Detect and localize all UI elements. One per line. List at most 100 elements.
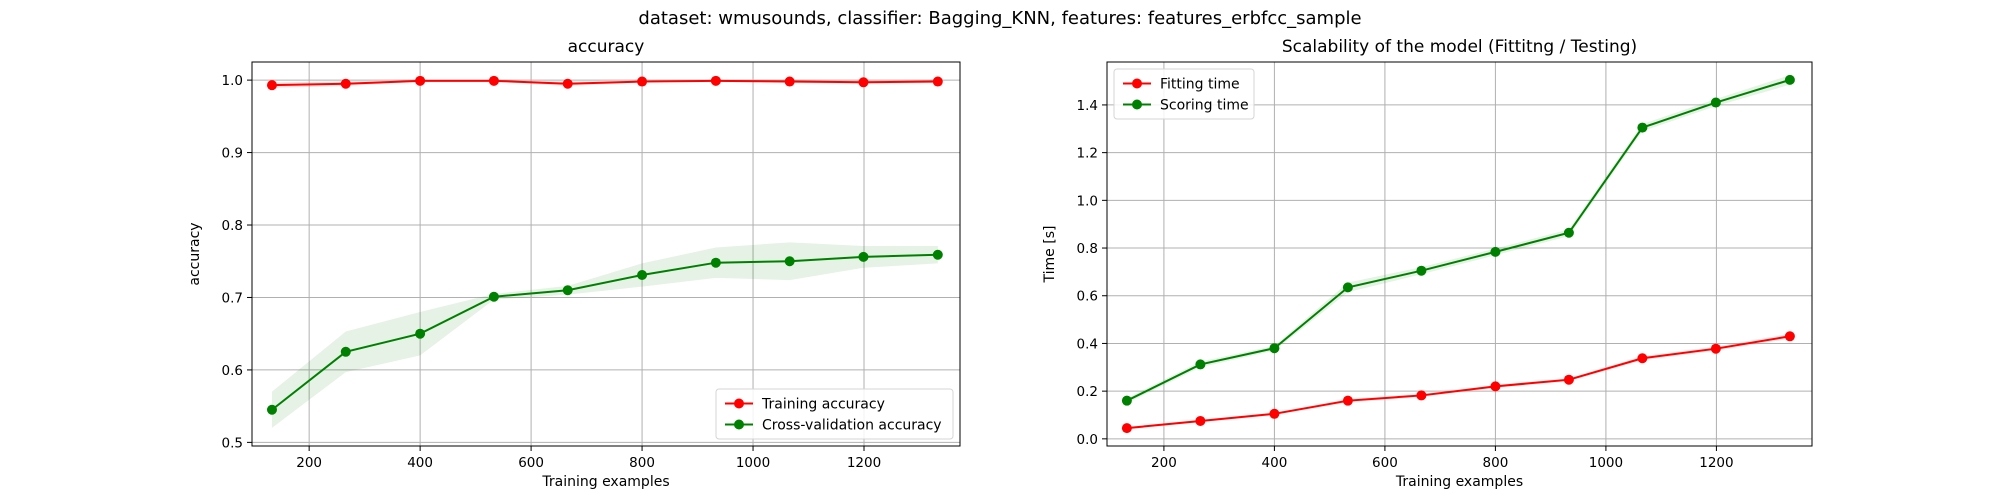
legend-entry-label: Training accuracy: [761, 397, 885, 413]
series-2-point: [266, 404, 277, 415]
scalability-series-1: [1121, 331, 1795, 434]
series-2-point: [637, 270, 648, 281]
series-1-point: [932, 76, 943, 87]
series-2-point: [340, 346, 351, 357]
x-axis-label: Training examples: [541, 474, 669, 490]
legend-box: [1113, 68, 1255, 120]
legend-box: [715, 388, 954, 440]
series-2-std-band: [271, 242, 938, 428]
y-tick-label: 1.0: [222, 73, 243, 89]
series-1-point: [1342, 395, 1353, 406]
accuracy-plot-frame: [251, 61, 961, 447]
y-tick-label: 0.9: [222, 146, 243, 162]
series-2-point: [932, 249, 943, 260]
accuracy-series-1: [266, 75, 943, 91]
x-tick-label: 600: [1372, 455, 1398, 471]
accuracy-legend: Training accuracy Cross-validation accura…: [715, 388, 954, 440]
x-tick-label: 1000: [736, 455, 770, 471]
series-2-point: [1710, 97, 1721, 108]
series-2-point: [784, 256, 795, 267]
series-1-point: [1416, 390, 1427, 401]
y-tick-label: 0.8: [1077, 241, 1098, 257]
series-1-point: [1195, 415, 1206, 426]
series-1-point: [415, 75, 426, 86]
y-tick-label: 0.7: [222, 290, 243, 306]
series-1-point: [637, 76, 648, 87]
series-2-line: [1126, 78, 1791, 402]
series-2-point: [1195, 359, 1206, 370]
series-1-point: [858, 77, 869, 88]
x-tick-label: 1200: [1699, 455, 1733, 471]
y-tick-label: 0.6: [1077, 289, 1098, 305]
scalability-series-2: [1121, 74, 1795, 406]
scalability-plot-frame: [1106, 61, 1813, 447]
y-axis-label: Time [s]: [1042, 226, 1058, 284]
x-tick-label: 1000: [1589, 455, 1623, 471]
series-2-point: [1563, 227, 1574, 238]
x-axis-label: Training examples: [1395, 474, 1523, 490]
scalability-grid: [1107, 62, 1812, 446]
x-tick-label: 800: [629, 455, 655, 471]
series-1-std-band: [1126, 333, 1790, 430]
accuracy-learning-curve-chart: 200 400 600 800 1000 1200 0.5 0.6 0.7 0.8 0.9 1.0 ac…: [187, 37, 961, 490]
series-1-point: [1490, 381, 1501, 392]
series-1-point: [1710, 343, 1721, 354]
scalability-chart-title: Scalability of the model (Fittitng / Tes…: [1282, 37, 1637, 57]
series-1-point: [1637, 353, 1648, 364]
y-tick-label: 0.8: [222, 218, 243, 234]
y-tick-label: 0.4: [1077, 336, 1098, 352]
legend-entry-label: Scoring time: [1160, 98, 1249, 114]
series-2-point: [1269, 343, 1280, 354]
series-1-point: [1784, 331, 1795, 342]
accuracy-series-2: [266, 242, 943, 428]
series-1-point: [562, 78, 573, 89]
series-1-line: [1126, 335, 1791, 430]
legend-swatch-marker: [1132, 99, 1142, 110]
legend-entry-label: Fitting time: [1160, 77, 1240, 93]
series-2-point: [1490, 246, 1501, 257]
scalability-chart: 200 400 600 800 1000 1200 0.0 0.2 0.4 0.6 0.8 1.0 1.…: [1042, 37, 1813, 490]
series-2-point: [562, 285, 573, 296]
y-tick-label: 1.0: [1077, 193, 1098, 209]
series-2-point: [415, 328, 426, 339]
legend-entry-label: Cross-validation accuracy: [762, 418, 942, 434]
series-1-point: [710, 75, 721, 86]
series-1-point: [1121, 423, 1132, 434]
y-tick-label: 0.0: [1077, 432, 1098, 448]
legend-swatch-marker: [734, 419, 744, 430]
series-1-point: [266, 80, 277, 91]
series-2-point: [1784, 74, 1795, 85]
series-2-point: [710, 257, 721, 268]
series-1-point: [1563, 374, 1574, 385]
x-tick-label: 600: [518, 455, 544, 471]
x-tick-label: 400: [407, 455, 433, 471]
series-2-point: [858, 251, 869, 262]
series-1-point: [784, 76, 795, 87]
y-axis-label: accuracy: [187, 222, 203, 285]
x-tick-label: 1200: [847, 455, 881, 471]
y-tick-label: 0.6: [222, 363, 243, 379]
y-tick-label: 1.4: [1077, 98, 1098, 114]
y-tick-label: 0.2: [1077, 384, 1098, 400]
series-2-line: [271, 253, 938, 411]
series-2-point: [1416, 265, 1427, 276]
y-tick-label: 0.5: [222, 435, 243, 451]
series-2-point: [488, 291, 499, 302]
series-1-point: [340, 78, 351, 89]
x-tick-label: 200: [296, 455, 322, 471]
series-1-line: [271, 79, 938, 87]
figure-suptitle: dataset: wmusounds, classifier: Bagging_…: [638, 8, 1361, 29]
legend-swatch-marker: [734, 398, 744, 409]
x-tick-label: 400: [1262, 455, 1288, 471]
series-2-point: [1637, 122, 1648, 133]
series-2-point: [1121, 395, 1132, 406]
y-tick-label: 1.2: [1077, 146, 1098, 162]
accuracy-chart-title: accuracy: [568, 37, 645, 57]
scalability-legend: Fitting time Scoring time: [1113, 68, 1255, 120]
x-tick-label: 800: [1483, 455, 1509, 471]
series-2-point: [1342, 282, 1353, 293]
series-1-point: [1269, 408, 1280, 419]
series-1-point: [488, 75, 499, 86]
